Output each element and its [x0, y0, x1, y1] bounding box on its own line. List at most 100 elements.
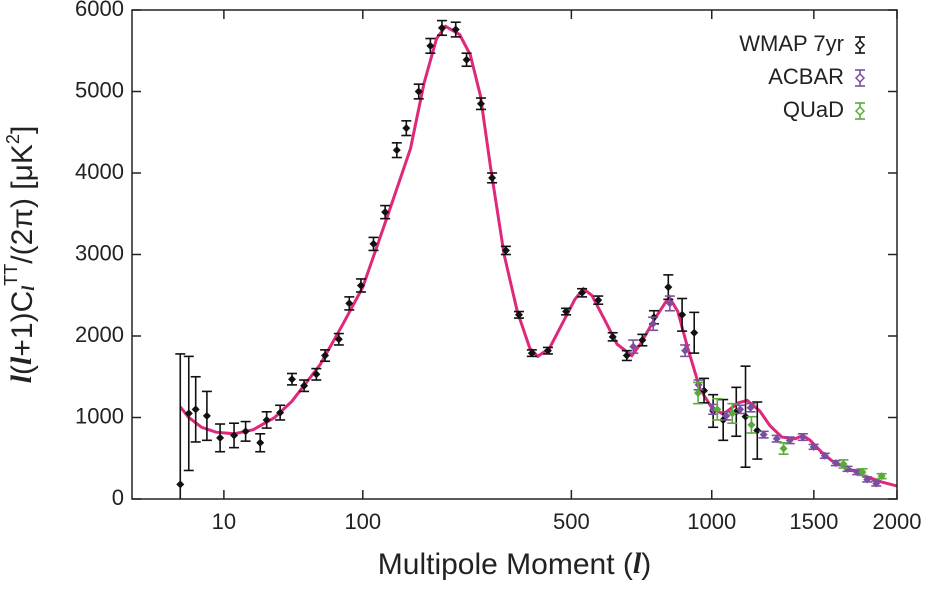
data-point — [638, 336, 647, 345]
x-tick-label: 2000 — [873, 509, 922, 534]
data-point — [451, 25, 460, 34]
y-tick-label: 3000 — [75, 240, 124, 265]
data-point — [476, 99, 485, 108]
data-point — [514, 310, 523, 319]
data-point — [722, 411, 731, 420]
data-point — [779, 444, 788, 453]
legend-label: WMAP 7yr — [739, 31, 844, 56]
data-point — [877, 472, 886, 481]
label-part: l — [633, 547, 642, 580]
y-axis-label: l(l+1)ClTT/(2π) [μK2] — [1, 126, 39, 384]
legend-label: ACBAR — [768, 64, 844, 89]
data-point — [741, 412, 750, 421]
data-point — [202, 411, 211, 420]
y-tick-label: 6000 — [75, 0, 124, 21]
data-point — [241, 427, 250, 436]
label-part: l — [5, 356, 38, 365]
model-curve — [179, 24, 897, 488]
data-point — [690, 328, 699, 337]
data-point — [772, 434, 781, 443]
data-point — [649, 319, 658, 328]
label-part: +1)C — [6, 291, 39, 357]
legend-marker — [854, 105, 866, 117]
data-point — [700, 386, 709, 395]
data-point — [809, 442, 818, 451]
data-point — [488, 173, 497, 182]
label-part: ) — [641, 548, 651, 581]
data-point — [853, 468, 862, 477]
data-point — [843, 464, 852, 473]
data-point — [678, 310, 687, 319]
data-point — [501, 246, 510, 255]
data-point — [820, 451, 829, 460]
y-tick-label: 5000 — [75, 77, 124, 102]
data-point — [369, 239, 378, 248]
data-point — [798, 433, 807, 442]
y-tick-label: 2000 — [75, 322, 124, 347]
label-part: ( — [6, 365, 39, 375]
data-point — [426, 41, 435, 50]
data-point — [594, 296, 603, 305]
data-point — [321, 351, 330, 360]
data-point — [300, 381, 309, 390]
x-tick-label: 500 — [553, 509, 590, 534]
data-point — [713, 405, 722, 414]
data-point — [262, 415, 271, 424]
data-point — [527, 349, 536, 358]
data-point — [562, 307, 571, 316]
data-point — [191, 405, 200, 414]
data-point — [746, 403, 755, 412]
data-point — [381, 208, 390, 217]
legend-label: QUaD — [783, 97, 844, 122]
data-point — [863, 475, 872, 484]
y-tick-label: 0 — [112, 485, 124, 510]
data-point — [414, 87, 423, 96]
data-point — [230, 431, 239, 440]
data-point — [747, 420, 756, 429]
data-point — [356, 281, 365, 290]
data-point — [437, 23, 446, 32]
data-point — [736, 405, 745, 414]
data-point — [578, 288, 587, 297]
data-point — [345, 299, 354, 308]
legend-marker — [854, 39, 866, 51]
label-part: 2 — [3, 134, 23, 144]
data-point — [608, 332, 617, 341]
data-point — [709, 405, 718, 414]
data-point — [759, 430, 768, 439]
data-point — [681, 346, 690, 355]
data-point — [665, 299, 674, 308]
data-point — [462, 55, 471, 64]
data-point — [858, 468, 867, 477]
data-point — [184, 409, 193, 418]
data-point — [872, 479, 881, 488]
data-point — [629, 342, 638, 351]
label-part: /(2π) [μK — [6, 144, 39, 264]
x-tick-label: 10 — [212, 509, 236, 534]
data-point — [728, 409, 737, 418]
data-point — [276, 408, 285, 417]
data-point — [402, 124, 411, 133]
x-tick-label: 1000 — [687, 509, 736, 534]
data-point — [392, 146, 401, 155]
plot-area — [175, 19, 897, 499]
data-point — [312, 370, 321, 379]
data-point — [543, 346, 552, 355]
y-tick-label: 4000 — [75, 159, 124, 184]
label-part: TT — [1, 264, 21, 286]
label-part: l — [18, 286, 38, 291]
data-point — [216, 433, 225, 442]
data-point — [664, 283, 673, 292]
data-point — [694, 389, 703, 398]
x-tick-label: 100 — [344, 509, 381, 534]
data-point — [839, 459, 848, 468]
data-point — [287, 375, 296, 384]
label-part: l — [5, 374, 38, 383]
data-point — [831, 459, 840, 468]
x-tick-label: 1500 — [789, 509, 838, 534]
data-point — [256, 438, 265, 447]
label-part: Multipole Moment ( — [378, 548, 633, 581]
label-part: ] — [6, 126, 39, 134]
x-axis-label: Multipole Moment (l) — [378, 547, 651, 581]
